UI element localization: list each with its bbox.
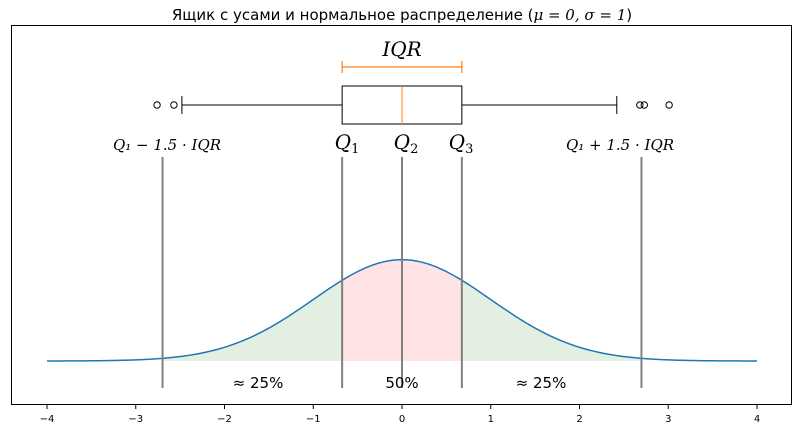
outlier-point	[665, 101, 673, 109]
left-pct-label: ≈ 25%	[233, 374, 284, 392]
outlier-point	[636, 101, 644, 109]
x-tick-label: 4	[754, 414, 760, 425]
boxplot	[153, 61, 673, 125]
q1-letter: Q	[335, 130, 351, 154]
right-tail-fill	[461, 280, 642, 361]
iqr-label: IQR	[381, 37, 421, 61]
outlier-point	[640, 101, 648, 109]
q3-subscript: 3	[465, 142, 473, 157]
chart-title: Ящик с усами и нормальное распределение …	[172, 6, 632, 24]
x-tick-label: 2	[576, 414, 582, 425]
chart-title-math: μ = 0, σ = 1	[533, 6, 626, 24]
outlier-point	[170, 101, 178, 109]
q1-subscript: 1	[351, 142, 359, 157]
q3-letter: Q	[449, 130, 465, 154]
lower-fence-label: Q₁ − 1.5 · IQR	[113, 136, 221, 154]
x-tick-label: −4	[40, 414, 55, 425]
chart-title-text: Ящик с усами и нормальное распределение …	[172, 6, 534, 24]
vertical-lines	[161, 157, 643, 388]
x-tick-label: 1	[488, 414, 494, 425]
x-tick-label: −2	[217, 414, 232, 425]
q3-label: Q3	[449, 130, 474, 157]
x-tick-label: −1	[306, 414, 321, 425]
x-tick-label: 0	[399, 414, 405, 425]
q1-label: Q1	[335, 130, 360, 157]
left-tail-fill	[162, 280, 343, 361]
x-tick-label: −3	[128, 414, 143, 425]
center-pct-label: 50%	[385, 374, 418, 392]
x-tick-label: 3	[665, 414, 671, 425]
q2-label: Q2	[394, 130, 419, 157]
x-axis: −4 −3 −2 −1 0 1 2 3 4	[40, 404, 760, 425]
q2-letter: Q	[394, 130, 410, 154]
upper-fence-label: Q₁ + 1.5 · IQR	[566, 136, 674, 154]
chart-title-close: )	[626, 6, 632, 24]
q2-subscript: 2	[410, 142, 418, 157]
outlier-point	[153, 101, 161, 109]
right-pct-label: ≈ 25%	[516, 374, 567, 392]
